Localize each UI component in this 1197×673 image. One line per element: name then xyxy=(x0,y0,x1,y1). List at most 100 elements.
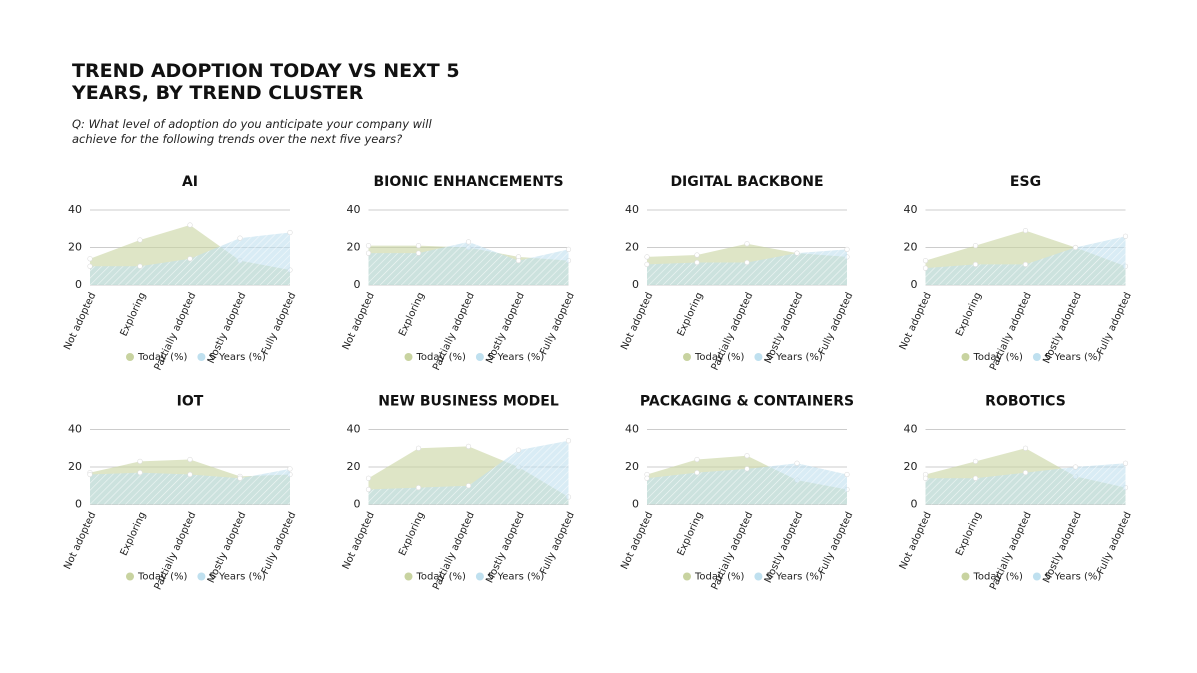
point xyxy=(794,460,800,466)
point xyxy=(187,222,193,228)
x-tick-label: Fully adopted xyxy=(538,510,577,576)
legend-swatch xyxy=(404,353,413,361)
y-tick-label: 20 xyxy=(904,460,918,473)
y-tick-label: 40 xyxy=(625,423,639,436)
legend-label: Today (%) xyxy=(694,352,745,363)
point xyxy=(744,259,750,266)
y-tick-label: 0 xyxy=(911,278,918,291)
y-tick-label: 20 xyxy=(625,241,639,254)
point xyxy=(465,443,472,449)
x-tick-label: Fully adopted xyxy=(1095,510,1134,576)
legend-label: Today (%) xyxy=(137,572,188,583)
legend-label: 5 Years (%) xyxy=(488,352,545,363)
point xyxy=(187,456,193,463)
point xyxy=(744,466,750,472)
point xyxy=(287,466,293,472)
point xyxy=(644,261,650,267)
y-tick-label: 20 xyxy=(68,460,82,473)
point xyxy=(365,250,372,256)
point xyxy=(465,239,472,245)
point xyxy=(515,258,522,264)
point xyxy=(972,243,979,249)
legend-label: 5 Years (%) xyxy=(766,572,823,583)
legend-label: Today (%) xyxy=(416,572,467,583)
point xyxy=(415,445,422,451)
x-tick-label: Not adopted xyxy=(619,510,655,571)
x-tick-label: Fully adopted xyxy=(817,510,856,576)
point xyxy=(137,458,143,464)
y-tick-label: 40 xyxy=(904,423,918,436)
point xyxy=(744,453,750,459)
legend-swatch xyxy=(197,353,206,361)
point xyxy=(415,485,422,491)
y-tick-label: 0 xyxy=(911,498,918,511)
x-tick-label: Not adopted xyxy=(341,510,377,571)
point xyxy=(465,483,472,489)
point xyxy=(1072,244,1079,251)
point xyxy=(972,458,979,464)
point xyxy=(137,263,143,269)
legend-swatch xyxy=(404,572,413,581)
y-tick-label: 40 xyxy=(347,423,361,436)
point xyxy=(137,237,143,243)
legend-swatch xyxy=(475,353,484,361)
x-tick-label: Exploring xyxy=(119,510,149,557)
legend-label: 5 Years (%) xyxy=(209,572,266,583)
point xyxy=(87,471,93,478)
point xyxy=(1072,464,1079,470)
legend-swatch xyxy=(683,572,691,581)
legend-swatch xyxy=(961,572,970,581)
legend-swatch xyxy=(197,572,206,581)
legend-label: 5 Years (%) xyxy=(1045,352,1102,363)
point xyxy=(794,250,800,256)
y-tick-label: 0 xyxy=(354,498,361,511)
point xyxy=(694,470,700,476)
legend-label: Today (%) xyxy=(973,352,1024,363)
x-tick-label: Exploring xyxy=(119,291,149,338)
chart-title: PACKAGING & CONTAINERS xyxy=(640,394,854,410)
chart-title: DIGITAL BACKBONE xyxy=(670,174,823,190)
x-tick-label: Fully adopted xyxy=(260,291,299,357)
x-tick-label: Exploring xyxy=(397,291,427,338)
legend-label: 5 Years (%) xyxy=(209,352,266,363)
y-tick-label: 20 xyxy=(904,241,918,254)
x-tick-label: Exploring xyxy=(954,291,984,338)
legend-label: Today (%) xyxy=(973,572,1024,583)
chart-title: ESG xyxy=(1010,174,1041,190)
point xyxy=(1022,261,1029,267)
area-hatch xyxy=(368,241,569,285)
legend-swatch xyxy=(754,572,763,581)
point xyxy=(844,471,850,478)
chart-title: AI xyxy=(182,174,198,190)
x-tick-label: Fully adopted xyxy=(1095,291,1134,357)
y-tick-label: 20 xyxy=(625,460,639,473)
y-tick-label: 20 xyxy=(68,241,82,254)
y-tick-label: 40 xyxy=(68,203,82,216)
chart-title: BIONIC ENHANCEMENTS xyxy=(373,174,563,190)
legend-label: Today (%) xyxy=(694,572,745,583)
point xyxy=(1022,228,1029,234)
y-tick-label: 0 xyxy=(632,498,639,511)
point xyxy=(922,265,929,271)
point xyxy=(694,456,700,463)
point xyxy=(137,470,143,476)
legend-swatch xyxy=(1032,572,1041,581)
point xyxy=(237,475,243,481)
point xyxy=(237,235,243,241)
legend-swatch xyxy=(1032,353,1041,361)
legend-label: Today (%) xyxy=(416,352,467,363)
point xyxy=(415,250,422,256)
point xyxy=(694,259,700,266)
chart-title: IOT xyxy=(177,394,204,410)
area-hatch xyxy=(90,468,290,505)
point xyxy=(515,447,522,453)
x-tick-label: Exploring xyxy=(954,510,984,557)
area-hatch xyxy=(925,463,1126,505)
y-tick-label: 20 xyxy=(347,241,361,254)
point xyxy=(844,246,850,252)
y-tick-label: 40 xyxy=(347,203,361,216)
point xyxy=(565,438,572,444)
y-tick-label: 0 xyxy=(75,498,82,511)
